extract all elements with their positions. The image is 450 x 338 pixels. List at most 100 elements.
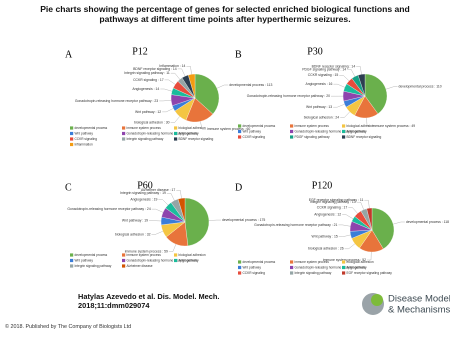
leader-line — [364, 200, 370, 209]
legend-label: Wnt pathway — [75, 258, 94, 262]
legend-swatch — [122, 258, 126, 263]
citation-line: Hatylas Azevedo et al. Dis. Model. Mech. — [78, 292, 220, 301]
slice-label: Gonadotropin-releasing hormone receptor … — [254, 223, 337, 227]
slice-label: Gonadotropin-releasing hormone receptor … — [247, 94, 330, 98]
footer: © 2018. Published by The Company of Biol… — [5, 324, 132, 330]
leader-line — [385, 86, 398, 90]
legend-swatch — [122, 137, 126, 141]
leader-line — [347, 69, 355, 77]
slice-label: CCKR signaling : 15 — [308, 73, 339, 77]
legend-swatch — [342, 135, 346, 139]
slice-label: developmental process : 118 — [406, 220, 449, 224]
figure-title: Pie charts showing the percentage of gen… — [40, 4, 410, 24]
legend-label: developmental process — [75, 126, 108, 130]
legend-label: Angiogenesis — [179, 258, 199, 262]
legend-swatch — [290, 135, 294, 139]
legend-label: Gonadotropin-releasing hormone receptor … — [295, 129, 368, 133]
chart-title: P12 — [132, 46, 148, 57]
slice-label: Angiogenesis : 16 — [305, 82, 332, 86]
legend-label: Wnt pathway — [243, 265, 262, 269]
chart-title: P30 — [307, 46, 323, 57]
legend-label: Integrin signaling pathway — [127, 137, 164, 141]
leader-line — [340, 111, 350, 118]
legend-swatch — [174, 137, 178, 141]
leader-line — [177, 68, 186, 77]
legend-label: developmental process — [243, 260, 276, 264]
logo-text: Disease Models — [388, 294, 450, 305]
legend-swatch — [174, 131, 178, 136]
leader-line — [200, 121, 207, 130]
legend-label: immune system process — [295, 260, 330, 264]
slice-label: Integrin signaling pathway : 13 — [310, 200, 356, 204]
leader-line — [158, 199, 169, 206]
legend-swatch — [238, 129, 242, 134]
legend-swatch — [290, 271, 294, 275]
pie-slice — [364, 73, 388, 115]
legend-swatch — [238, 260, 242, 264]
slice-label: immune system process : 49 — [372, 124, 415, 128]
legend-label: Alzheimer disease — [127, 264, 153, 268]
legend-label: biological adhesion — [179, 126, 206, 130]
legend-swatch — [70, 126, 74, 130]
leader-line — [162, 108, 174, 113]
slice-label: immune system process : 52 — [323, 258, 366, 262]
slice-label: biological adhesion : 24 — [304, 116, 340, 120]
slice-label: Integrin signaling pathway : 11 — [124, 71, 170, 75]
legend-label: biological adhesion — [347, 260, 374, 264]
legend-label: CCKR signaling — [243, 271, 266, 275]
leader-line — [176, 190, 182, 199]
legend-label: Angiogenesis — [347, 265, 367, 269]
slice-label: Gonadotropin-releasing hormone receptor … — [67, 207, 150, 211]
slice-label: EGF receptor signaling pathway : 11 — [309, 198, 364, 202]
logo: Disease Models & Mechanisms — [362, 293, 450, 316]
leader-line — [367, 251, 372, 261]
legend-label: Gonadotropin-releasing hormone receptor … — [295, 265, 368, 269]
leader-line — [168, 244, 177, 252]
leader-line — [344, 243, 355, 249]
legend-swatch — [174, 253, 178, 257]
legend-swatch — [290, 265, 294, 270]
slice-label: developmental process : 175 — [222, 218, 265, 222]
legend-swatch — [238, 271, 242, 275]
slice-label: Angiogenesis : 19 — [130, 197, 157, 201]
legend-swatch — [122, 126, 126, 130]
chart-title: P60 — [137, 180, 153, 191]
legend-swatch — [342, 129, 346, 134]
slice-label: biological adhesion : 26 — [308, 247, 344, 251]
slice-label: developmental process : 110 — [399, 85, 442, 89]
leader-line — [151, 231, 163, 235]
legend-label: Integrin signaling pathway — [75, 264, 112, 268]
leader-line — [338, 234, 351, 237]
panel-label: C — [65, 182, 72, 193]
slice-label: BDNF receptor signaling : 14 — [312, 64, 356, 68]
leader-line — [338, 224, 351, 227]
panel-label: B — [235, 49, 242, 60]
legend-label: Angiogenesis — [179, 131, 199, 135]
slice-label: Wnt pathway : 15 — [312, 235, 338, 239]
legend-swatch — [238, 265, 242, 270]
leader-line — [160, 88, 173, 92]
logo-text: & Mechanisms — [388, 305, 450, 316]
leader-line — [216, 84, 229, 89]
legend-label: Inflammation — [75, 142, 93, 146]
legend-swatch — [70, 253, 74, 257]
legend-label: Gonadotropin-releasing hormone receptor … — [127, 258, 200, 262]
legend-label: immune system process — [127, 126, 162, 130]
slice-label: CCKR signaling : 17 — [133, 78, 164, 82]
legend-swatch — [70, 131, 74, 136]
legend-swatch — [342, 124, 346, 128]
slice-label: Wnt pathway : 13 — [306, 105, 332, 109]
logo-icon — [371, 294, 383, 306]
legend-label: Wnt pathway — [243, 129, 262, 133]
legend-swatch — [342, 260, 346, 264]
legend-label: Gonadotropin-releasing hormone receptor … — [127, 131, 200, 135]
legend-label: PDGF signaling pathway — [295, 135, 330, 139]
legend-label: developmental process — [75, 253, 108, 257]
legend-swatch — [238, 135, 242, 139]
leader-line — [342, 214, 354, 219]
legend-swatch — [122, 131, 126, 136]
slice-label: immune system process : 60 — [207, 127, 250, 131]
legend-label: Angiogenesis — [347, 129, 367, 133]
legend-label: biological adhesion — [347, 124, 374, 128]
